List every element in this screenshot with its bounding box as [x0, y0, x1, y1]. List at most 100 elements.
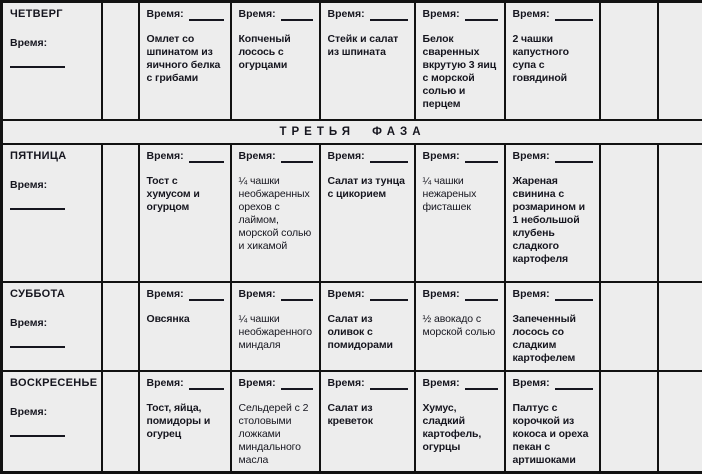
- meal-text: 2 чашки капустного супа с говядиной: [512, 33, 570, 84]
- time-blank-line: [188, 10, 224, 21]
- time-blank-line: [188, 152, 224, 163]
- time-label: Время:: [146, 8, 184, 20]
- meal-text: Тост с хумусом и огурцом: [146, 174, 200, 213]
- day-cell: ПЯТНИЦА Время:: [0, 142, 103, 283]
- meal-cell: Время: ¼ чашки необжаренных орехов с лай…: [229, 142, 321, 283]
- time-label: Время:: [512, 8, 550, 20]
- time-label: Время:: [146, 376, 184, 389]
- day-cell: СУББОТА Время:: [0, 280, 103, 372]
- time-label: Время:: [10, 316, 48, 329]
- time-label: Время:: [10, 178, 48, 191]
- day-row-saturday: СУББОТА Время: Время: Овсянка Время: ¼ ч…: [0, 280, 702, 372]
- meal-text: Хумус, сладкий картофель, огурцы: [422, 401, 482, 453]
- time-blank-line: [280, 152, 313, 163]
- meal-text: ¼ чашки необжаренного миндаля: [238, 312, 313, 351]
- time-label: Время:: [422, 8, 460, 20]
- meal-text: Сельдерей с 2 столовыми ложками миндальн…: [238, 401, 309, 466]
- meal-cell: Время: Салат из креветок: [318, 369, 416, 474]
- time-blank-line: [554, 152, 593, 163]
- time-label: Время:: [327, 287, 365, 300]
- time-blank-line: [464, 10, 498, 21]
- meal-cell: Время: ¼ чашки нежареных фисташек: [413, 142, 506, 283]
- meal-cell: Время: Омлет со шпинатом из яичного белк…: [137, 0, 232, 121]
- meal-text: Омлет со шпинатом из яичного белка с гри…: [146, 33, 221, 84]
- spacer-cell: [598, 280, 659, 372]
- spacer-cell: [598, 142, 659, 283]
- time-blank-line: [369, 379, 408, 390]
- spacer-cell: [656, 280, 702, 372]
- spacer-cell: [598, 0, 659, 121]
- meal-text: Овсянка: [146, 312, 190, 325]
- time-blank-line: [188, 379, 224, 390]
- meal-text: Копченый лосось с огурцами: [238, 33, 291, 71]
- meal-cell: Время: Запеченный лосось со сладким карт…: [503, 280, 601, 372]
- meal-cell: Время: Сельдерей с 2 столовыми ложками м…: [229, 369, 321, 474]
- day-row-friday: ПЯТНИЦА Время: Время: Тост с хумусом и о…: [0, 142, 702, 283]
- meal-text: Запеченный лосось со сладким картофелем: [512, 312, 576, 364]
- time-label: Время:: [146, 287, 184, 300]
- time-label: Время:: [422, 376, 460, 389]
- meal-text: ½ авокадо с морской солью: [422, 312, 496, 338]
- meal-text: Палтус с корочкой из кокоса и ореха пека…: [512, 401, 589, 466]
- time-blank-line: [464, 152, 498, 163]
- time-blank-line: [464, 290, 498, 301]
- time-label: Время:: [238, 287, 276, 300]
- meal-cell: Время: Салат из тунца с цикорием: [318, 142, 416, 283]
- time-label: Время:: [10, 405, 48, 418]
- time-label: Время:: [327, 149, 365, 162]
- time-blank-line: [280, 379, 313, 390]
- time-blank-line: [10, 434, 65, 437]
- time-blank-line: [280, 10, 313, 21]
- day-cell: ВОСКРЕСЕНЬЕ Время:: [0, 369, 103, 474]
- meal-text: Белок сваренных вкрутую 3 яиц с морской …: [422, 33, 497, 110]
- meal-text: Салат из оливок с помидорами: [327, 312, 394, 351]
- time-blank-line: [10, 345, 65, 348]
- time-blank-line: [369, 152, 408, 163]
- day-row-thursday: ЧЕТВЕРГ Время: Время: Омлет со шпинатом …: [0, 0, 702, 121]
- time-label: Время:: [10, 37, 48, 49]
- time-label: Время:: [238, 8, 276, 20]
- time-blank-line: [554, 290, 593, 301]
- meal-text: Салат из креветок: [327, 401, 374, 427]
- time-blank-line: [369, 290, 408, 301]
- meal-cell: Время: ¼ чашки необжаренного миндаля: [229, 280, 321, 372]
- time-label: Время:: [422, 287, 460, 300]
- meal-text: Салат из тунца с цикорием: [327, 174, 405, 200]
- meal-cell: Время: Овсянка: [137, 280, 232, 372]
- spacer-cell: [598, 369, 659, 474]
- time-blank-line: [10, 65, 65, 68]
- time-label: Время:: [327, 376, 365, 389]
- spacer-cell: [100, 369, 140, 474]
- time-label: Время:: [512, 287, 550, 300]
- spacer-cell: [656, 369, 702, 474]
- meal-text: Стейк и салат из шпината: [327, 33, 399, 58]
- time-label: Время:: [238, 149, 276, 162]
- phase-divider-label: ТРЕТЬЯ ФАЗА: [0, 118, 702, 145]
- phase-divider-row: ТРЕТЬЯ ФАЗА: [0, 118, 702, 145]
- meal-text: Жареная свинина с розмарином и 1 небольш…: [512, 174, 586, 265]
- meal-cell: Время: Стейк и салат из шпината: [318, 0, 416, 121]
- spacer-cell: [656, 0, 702, 121]
- time-label: Время:: [327, 8, 365, 20]
- meal-cell: Время: Тост с хумусом и огурцом: [137, 142, 232, 283]
- day-cell: ЧЕТВЕРГ Время:: [0, 0, 103, 121]
- time-blank-line: [369, 10, 408, 21]
- time-blank-line: [554, 379, 593, 390]
- time-label: Время:: [238, 376, 276, 389]
- meal-text: ¼ чашки нежареных фисташек: [422, 174, 477, 213]
- time-label: Время:: [146, 149, 184, 162]
- meal-cell: Время: Салат из оливок с помидорами: [318, 280, 416, 372]
- meal-cell: Время: Жареная свинина с розмарином и 1 …: [503, 142, 601, 283]
- day-name: ВОСКРЕСЕНЬЕ: [10, 376, 98, 389]
- meal-cell: Время: Хумус, сладкий картофель, огурцы: [413, 369, 506, 474]
- meal-cell: Время: ½ авокадо с морской солью: [413, 280, 506, 372]
- meal-cell: Время: Копченый лосось с огурцами: [229, 0, 321, 121]
- spacer-cell: [100, 142, 140, 283]
- time-label: Время:: [512, 376, 550, 389]
- time-blank-line: [280, 290, 313, 301]
- time-label: Время:: [512, 149, 550, 162]
- meal-text: Тост, яйца, помидоры и огурец: [146, 401, 211, 440]
- spacer-cell: [100, 0, 140, 121]
- day-name: ПЯТНИЦА: [10, 149, 67, 162]
